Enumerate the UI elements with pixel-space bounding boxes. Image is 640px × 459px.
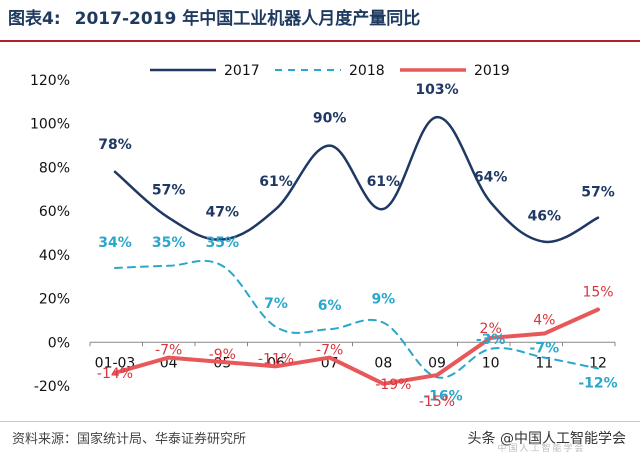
figure-label: 图表4: [8, 9, 61, 29]
data-label-2017: 103% [415, 82, 458, 98]
data-label-2017: 64% [474, 169, 508, 185]
legend-label-2019: 2019 [474, 63, 510, 79]
series-line-2019 [113, 307, 600, 386]
chart-data-labels: 78% 57% 47% 61% 90% 61% 103% 64% 46% 57% 34% 35% 35%… [97, 82, 618, 410]
x-tick-label: 08 [374, 355, 392, 371]
data-label-2017: 78% [98, 137, 132, 153]
y-tick-label: 80% [39, 160, 70, 176]
data-label-2017: 61% [367, 174, 401, 190]
data-label-2019: 4% [533, 313, 555, 329]
data-label-2017: 57% [152, 183, 186, 199]
data-label-2017: 61% [259, 174, 293, 190]
y-tick-label: 120% [30, 73, 70, 89]
data-label-2018: -3% [476, 332, 506, 348]
y-tick-label: 40% [39, 248, 70, 264]
chart-series [113, 115, 600, 386]
x-tick-label: 10 [482, 355, 500, 371]
y-tick-label: -20% [34, 379, 70, 395]
data-label-2017: 46% [528, 209, 562, 225]
data-label-2017: 57% [581, 185, 615, 201]
data-label-2018: 35% [206, 235, 240, 251]
data-label-2018: 7% [264, 296, 288, 312]
data-label-2019: -14% [97, 366, 133, 382]
data-label-2019: -15% [419, 394, 455, 410]
series-line-2017 [113, 115, 600, 244]
data-label-2019: -7% [316, 343, 343, 359]
y-tick-label: 20% [39, 292, 70, 308]
y-tick-label: 0% [48, 335, 70, 351]
data-label-2019: -19% [375, 377, 411, 393]
watermark: 头条 @中国人工智能学会 中国人工智能学会 [467, 428, 626, 454]
x-tick-label: 09 [428, 355, 446, 371]
data-label-2018: 35% [152, 235, 186, 251]
data-label-2019: -7% [155, 343, 182, 359]
chart-title: 图表4: 2017-2019 年中国工业机器人月度产量同比 [8, 4, 420, 34]
data-label-2019: 15% [582, 285, 613, 301]
legend-label-2017: 2017 [224, 63, 260, 79]
chart-legend: 2017 2018 2019 [150, 63, 510, 79]
chart-axes: -20%0%20%40%60%80%100%120%01-03 04 05 06 07 0… [30, 73, 616, 395]
y-tick-label: 60% [39, 204, 70, 220]
watermark-text: 头条 @中国人工智能学会 [467, 431, 626, 447]
data-label-2019: -9% [209, 347, 236, 363]
data-label-2018: -12% [578, 376, 617, 392]
data-label-2017: 90% [313, 111, 347, 127]
watermark-subtext: 中国人工智能学会 [497, 444, 586, 454]
figure-title: 2017-2019 年中国工业机器人月度产量同比 [74, 9, 421, 29]
footer-divider [0, 421, 640, 422]
y-tick-label: 100% [30, 117, 70, 133]
data-label-2018: -7% [530, 341, 560, 357]
data-label-2018: 34% [98, 235, 132, 251]
data-label-2017: 47% [206, 205, 240, 221]
data-label-2018: -16% [423, 388, 462, 404]
series-line-2018 [114, 259, 599, 379]
data-label-2018: 6% [318, 298, 342, 314]
data-label-2019: -11% [258, 351, 294, 367]
source-note: 资料来源：国家统计局、华泰证券研究所 [12, 432, 247, 447]
x-tick-label: 01-03 [95, 355, 136, 371]
data-label-2018: 9% [371, 292, 395, 308]
legend-label-2018: 2018 [349, 63, 385, 79]
data-label-2019: 2% [480, 321, 502, 337]
title-divider [0, 40, 640, 42]
